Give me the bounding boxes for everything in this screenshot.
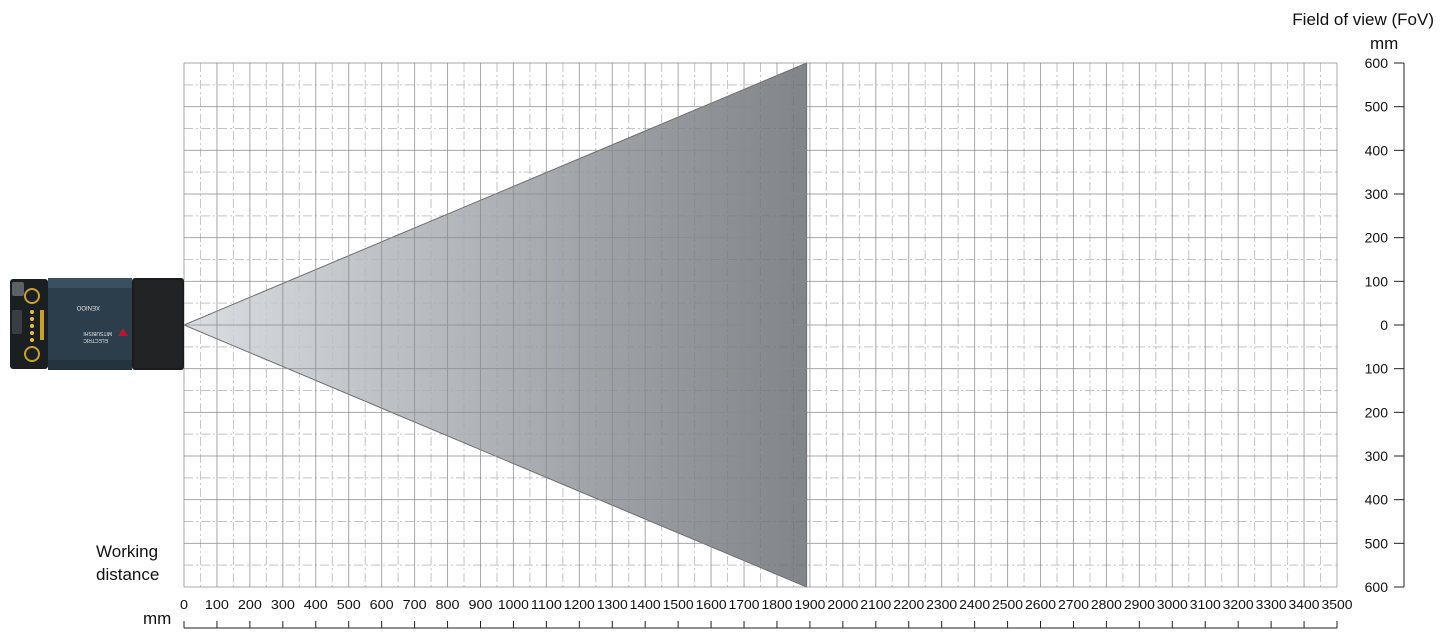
- x-tick-label: 3100: [1190, 597, 1221, 612]
- x-tick-label: 1100: [531, 597, 562, 612]
- y-tick-label: 100: [1365, 361, 1389, 377]
- x-tick-label: 200: [238, 597, 262, 612]
- x-tick-label: 3300: [1256, 597, 1287, 612]
- x-tick-label: 900: [468, 597, 492, 612]
- barcode-reader-camera-icon: XENIOO MITSUBISHI ELECTRIC: [10, 276, 184, 372]
- x-tick-label: 100: [205, 597, 229, 612]
- x-tick-label: 3500: [1322, 597, 1353, 612]
- y-tick-label: 400: [1365, 142, 1389, 158]
- x-tick-label: 2900: [1124, 597, 1155, 612]
- x-tick-label: 3000: [1157, 597, 1188, 612]
- x-tick-label: 300: [271, 597, 295, 612]
- x-tick-label: 2600: [1025, 597, 1056, 612]
- x-axis-title: Working distance: [96, 540, 176, 586]
- y-tick-label: 200: [1365, 230, 1389, 246]
- x-tick-label: 3200: [1223, 597, 1254, 612]
- x-tick-label: 2400: [959, 597, 990, 612]
- x-axis-title-line2: distance: [96, 565, 160, 584]
- x-tick-label: 1600: [696, 597, 727, 612]
- y-axis-unit: mm: [1370, 34, 1399, 53]
- x-tick-label: 2100: [860, 597, 891, 612]
- x-tick-label: 2700: [1058, 597, 1089, 612]
- y-tick-label: 300: [1365, 186, 1389, 202]
- x-axis-title-line1: Working: [96, 542, 159, 561]
- camera-brand-line2: ELECTRIC: [83, 337, 108, 343]
- x-tick-label: 400: [304, 597, 328, 612]
- x-tick-label: 1500: [663, 597, 694, 612]
- camera-brand-line1: MITSUBISHI: [83, 330, 112, 336]
- x-tick-label: 3400: [1289, 597, 1320, 612]
- y-tick-label: 100: [1365, 273, 1389, 289]
- y-tick-label: 500: [1365, 535, 1389, 551]
- x-tick-label: 2800: [1091, 597, 1122, 612]
- y-tick-label: 600: [1365, 579, 1389, 595]
- camera-model-text: XENIOO: [76, 304, 100, 310]
- x-tick-label: 1200: [564, 597, 595, 612]
- y-axis: 600 500 400 300 200 100 0 100 200 300 400 500 600: [1365, 55, 1405, 595]
- x-tick-label: 800: [436, 597, 460, 612]
- x-tick-label: 1800: [761, 597, 792, 612]
- x-tick-label: 600: [370, 597, 394, 612]
- y-tick-label: 500: [1365, 99, 1389, 115]
- x-tick-label: 2500: [992, 597, 1023, 612]
- y-tick-label: 200: [1365, 404, 1389, 420]
- y-tick-label: 400: [1365, 492, 1389, 508]
- y-tick-label: 0: [1380, 317, 1388, 333]
- x-tick-label: 1400: [630, 597, 661, 612]
- x-axis: 0 100 200 300 400 500 600 700 800 900 1000 1100 1200…: [180, 597, 1353, 629]
- x-tick-label: 1300: [597, 597, 628, 612]
- grid-major: [183, 62, 1338, 588]
- x-tick-label: 0: [180, 597, 188, 612]
- x-tick-label: 2200: [893, 597, 924, 612]
- y-tick-label: 600: [1365, 55, 1389, 71]
- x-tick-label: 2000: [827, 597, 858, 612]
- x-axis-unit: mm: [143, 609, 172, 628]
- x-tick-label: 700: [403, 597, 427, 612]
- x-tick-label: 500: [337, 597, 361, 612]
- x-tick-label: 1000: [498, 597, 529, 612]
- y-tick-label: 300: [1365, 448, 1389, 464]
- y-axis-title: Field of view (FoV): [1292, 10, 1434, 29]
- x-tick-label: 2300: [926, 597, 957, 612]
- x-tick-label: 1700: [729, 597, 760, 612]
- x-tick-label: 1900: [794, 597, 825, 612]
